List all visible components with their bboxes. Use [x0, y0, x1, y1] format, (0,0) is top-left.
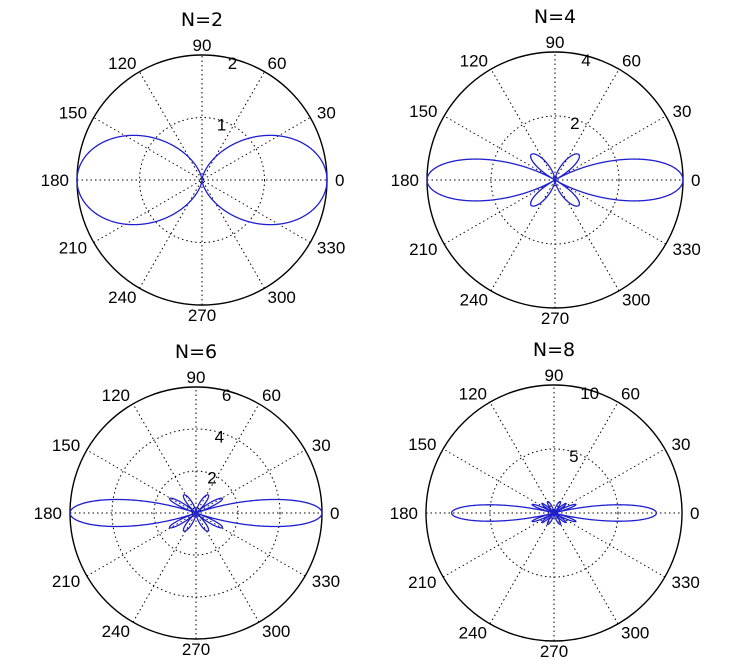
angle-tick-label: 0	[691, 171, 700, 190]
angle-tick-label: 330	[317, 239, 345, 258]
radial-tick-label: 2	[228, 54, 237, 73]
plot-title: N=6	[175, 341, 217, 363]
angle-tick-label: 270	[188, 306, 216, 325]
grid-circle	[139, 117, 265, 243]
grid-spoke	[93, 117, 311, 243]
angle-tick-label: 270	[540, 642, 568, 661]
angle-tick-label: 60	[621, 384, 640, 403]
radial-tick-label: 4	[215, 427, 224, 446]
angle-tick-label: 240	[102, 622, 130, 641]
grid-spoke	[139, 71, 265, 289]
angle-tick-label: 150	[52, 436, 80, 455]
angle-tick-label: 330	[673, 240, 701, 259]
angle-tick-label: 210	[59, 239, 87, 258]
angle-tick-label: 150	[408, 435, 436, 454]
angle-tick-label: 30	[312, 436, 331, 455]
plot-n4: 0 30 60 90 120 150 180 210 240 270 300 330 2 4 N=4	[391, 6, 701, 328]
angle-tick-label: 60	[622, 51, 641, 70]
angle-tick-label: 300	[622, 291, 650, 310]
angle-tick-label: 60	[262, 386, 281, 405]
angle-tick-label: 240	[459, 624, 487, 643]
pattern-curve	[426, 153, 684, 207]
angle-tick-label: 0	[330, 504, 339, 523]
plot-title: N=2	[181, 9, 223, 31]
angle-tick-label: 60	[268, 54, 287, 73]
angle-tick-label: 150	[59, 104, 87, 123]
angle-tick-label: 30	[317, 104, 336, 123]
angle-tick-label: 210	[52, 572, 80, 591]
angle-tick-label: 270	[182, 640, 210, 659]
radial-tick-label: 2	[570, 114, 579, 133]
plot-n2: 0 30 60 90 120 150 180 210 240 270 300 330 1 2 N=2	[41, 9, 346, 325]
radial-tick-label: 2	[207, 469, 216, 488]
plot-title: N=4	[534, 6, 576, 28]
angle-tick-label: 210	[408, 573, 436, 592]
radial-tick-label: 5	[569, 447, 578, 466]
plot-n6: 0 30 60 90 120 150 180 210 240 270 300 330 2 4 6 N=6	[34, 341, 341, 659]
angle-tick-label: 180	[34, 504, 62, 523]
angle-tick-label: 0	[690, 504, 699, 523]
radial-tick-label: 4	[581, 51, 590, 70]
angle-tick-label: 300	[621, 624, 649, 643]
plot-title: N=8	[533, 339, 575, 361]
angle-tick-label: 90	[193, 36, 212, 55]
pattern-curve	[450, 500, 658, 526]
radial-tick-label: 6	[222, 386, 231, 405]
pattern-curve	[69, 494, 323, 532]
angle-tick-label: 90	[545, 366, 564, 385]
grid-spoke	[139, 71, 265, 289]
angle-tick-label: 300	[268, 288, 296, 307]
angle-tick-label: 240	[460, 291, 488, 310]
angle-tick-label: 270	[541, 309, 569, 328]
angle-tick-label: 210	[409, 240, 437, 259]
angle-tick-label: 300	[262, 622, 290, 641]
plot-n8: 0 30 60 90 120 150 180 210 240 270 300 330 5 10 N=8	[390, 339, 700, 661]
angle-tick-label: 30	[673, 102, 692, 121]
angle-tick-label: 90	[546, 33, 565, 52]
radial-tick-label: 10	[580, 384, 599, 403]
radial-tick-label: 1	[217, 115, 226, 134]
pattern-curve	[76, 134, 328, 226]
outer-circle	[425, 384, 683, 642]
angle-tick-label: 120	[108, 54, 136, 73]
angle-tick-label: 150	[409, 102, 437, 121]
angle-tick-label: 180	[41, 171, 69, 190]
angle-tick-label: 90	[187, 368, 206, 387]
angle-tick-label: 30	[672, 435, 691, 454]
angle-tick-label: 240	[108, 288, 136, 307]
angle-tick-label: 120	[459, 384, 487, 403]
angle-tick-label: 180	[390, 504, 418, 523]
angle-tick-label: 180	[391, 171, 419, 190]
angle-tick-label: 330	[672, 573, 700, 592]
grid-spoke	[93, 117, 311, 243]
angle-tick-label: 120	[102, 386, 130, 405]
angle-tick-label: 0	[335, 171, 344, 190]
angle-tick-label: 120	[460, 51, 488, 70]
angle-tick-label: 330	[312, 572, 340, 591]
